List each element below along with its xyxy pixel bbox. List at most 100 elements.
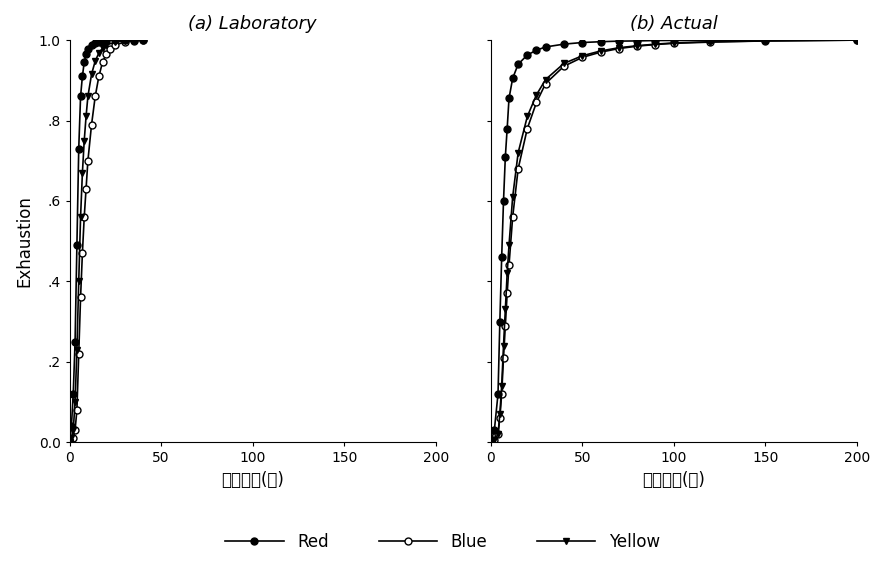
- Y-axis label: Exhaustion: Exhaustion: [15, 195, 33, 287]
- Yellow: [496, 383, 507, 389]
- Red: [66, 423, 77, 430]
- Yellow: [489, 437, 500, 444]
- Yellow: [79, 137, 89, 144]
- Red: [496, 254, 507, 260]
- Blue: [94, 73, 104, 80]
- Yellow: [101, 41, 112, 48]
- Blue: [851, 37, 862, 44]
- Red: [79, 59, 89, 66]
- Blue: [73, 350, 84, 357]
- Red: [81, 51, 91, 58]
- X-axis label: 염색시간(분): 염색시간(분): [221, 471, 284, 488]
- Blue: [86, 121, 96, 128]
- Line: Yellow: Yellow: [66, 37, 146, 445]
- Blue: [70, 427, 81, 434]
- Red: [522, 52, 533, 58]
- Yellow: [86, 71, 96, 78]
- Yellow: [97, 45, 108, 52]
- Yellow: [137, 37, 148, 44]
- Yellow: [75, 213, 86, 220]
- Red: [137, 37, 148, 44]
- Yellow: [668, 40, 679, 46]
- Red: [90, 40, 101, 46]
- Yellow: [577, 53, 588, 59]
- Yellow: [110, 38, 120, 45]
- Blue: [577, 54, 588, 61]
- X-axis label: 염색시간(분): 염색시간(분): [643, 471, 705, 488]
- Blue: [596, 49, 606, 55]
- Yellow: [613, 44, 624, 51]
- Yellow: [493, 431, 504, 438]
- Blue: [504, 262, 514, 269]
- Yellow: [760, 37, 771, 44]
- Red: [72, 242, 82, 248]
- Red: [504, 95, 514, 102]
- Red: [82, 45, 93, 52]
- Blue: [541, 80, 551, 87]
- Red: [65, 439, 75, 445]
- Red: [632, 37, 643, 44]
- Red: [613, 38, 624, 45]
- Yellow: [504, 242, 514, 248]
- Red: [558, 41, 569, 48]
- Red: [502, 125, 512, 132]
- Red: [507, 75, 518, 82]
- Blue: [489, 437, 500, 444]
- Yellow: [512, 149, 523, 156]
- Blue: [496, 391, 507, 397]
- Blue: [75, 294, 86, 301]
- Blue: [137, 37, 148, 44]
- Yellow: [70, 398, 81, 405]
- Blue: [110, 41, 120, 48]
- Blue: [507, 213, 518, 220]
- Red: [75, 93, 86, 100]
- Blue: [613, 45, 624, 52]
- Yellow: [541, 76, 551, 83]
- Blue: [558, 63, 569, 70]
- Blue: [65, 439, 75, 445]
- Red: [596, 38, 606, 45]
- Red: [86, 41, 96, 48]
- Legend: Red, Blue, Yellow: Red, Blue, Yellow: [219, 526, 666, 558]
- Red: [493, 391, 504, 397]
- Red: [119, 37, 130, 44]
- Blue: [531, 99, 542, 106]
- Blue: [705, 38, 716, 45]
- Red: [851, 37, 862, 44]
- Yellow: [94, 50, 104, 57]
- Blue: [498, 354, 509, 361]
- Yellow: [705, 38, 716, 45]
- Blue: [72, 406, 82, 413]
- Red: [500, 153, 511, 160]
- Blue: [668, 40, 679, 47]
- Yellow: [500, 306, 511, 313]
- Yellow: [90, 58, 101, 65]
- Yellow: [68, 427, 79, 434]
- Red: [70, 338, 81, 345]
- Blue: [502, 290, 512, 297]
- Red: [495, 318, 505, 325]
- Blue: [500, 322, 511, 329]
- Blue: [101, 51, 112, 58]
- Red: [650, 37, 661, 44]
- Blue: [81, 186, 91, 192]
- Red: [531, 47, 542, 54]
- Blue: [79, 213, 89, 220]
- Yellow: [72, 346, 82, 353]
- Yellow: [522, 113, 533, 120]
- Blue: [493, 431, 504, 438]
- Blue: [650, 41, 661, 48]
- Title: (b) Actual: (b) Actual: [630, 15, 718, 33]
- Blue: [128, 37, 139, 44]
- Yellow: [81, 113, 91, 120]
- Yellow: [558, 60, 569, 67]
- Yellow: [507, 194, 518, 200]
- Yellow: [650, 41, 661, 48]
- Blue: [485, 439, 496, 445]
- Yellow: [485, 439, 496, 445]
- Red: [498, 198, 509, 204]
- Red: [68, 391, 79, 397]
- Line: Blue: Blue: [66, 37, 146, 445]
- Red: [110, 37, 120, 44]
- Red: [485, 439, 496, 445]
